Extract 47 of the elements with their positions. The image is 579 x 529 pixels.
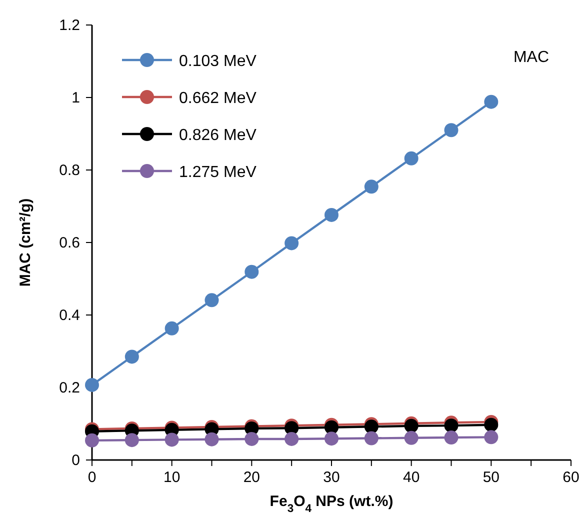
point: [404, 418, 418, 433]
y-axis-title: MAC (cm²/g): [17, 198, 34, 287]
point: [364, 431, 378, 446]
y-tick-label: 0.8: [59, 162, 80, 179]
point: [324, 208, 338, 222]
point: [364, 180, 378, 194]
annotation: MAC: [513, 49, 549, 66]
point: [124, 433, 139, 448]
point: [284, 236, 299, 250]
legend-label: 0.662 MeV: [179, 90, 257, 107]
point: [204, 432, 219, 446]
point: [85, 433, 99, 448]
point: [164, 321, 179, 336]
point: [124, 350, 139, 364]
point: [244, 264, 259, 279]
point: [324, 432, 338, 446]
x-tick-label: 40: [402, 469, 420, 486]
point: [484, 94, 498, 109]
x-tick-label: 30: [323, 469, 340, 486]
y-tick-label: 0: [72, 452, 80, 469]
legend-label: 0.826 MeV: [179, 127, 257, 144]
point: [244, 432, 259, 446]
x-tick-label: 0: [88, 469, 96, 486]
legend-label: 0.103 MeV: [179, 53, 257, 70]
x-tick-label: 50: [482, 469, 500, 486]
y-tick-label: 1.2: [59, 17, 80, 34]
point: [444, 418, 458, 433]
x-tick-label: 10: [163, 469, 180, 486]
point: [484, 418, 498, 432]
y-tick-label: 0.6: [59, 234, 80, 252]
point: [204, 293, 219, 308]
point: [444, 123, 458, 138]
y-tick-label: 0.4: [59, 307, 80, 324]
point: [444, 430, 458, 445]
y-tick-label: 1: [72, 90, 80, 106]
point: [484, 430, 498, 444]
point: [404, 430, 418, 445]
x-axis-title: Fe$_{3}$O$_{4}$ NPs (wt.%): [270, 493, 394, 515]
x-tick-label: 60: [562, 469, 579, 486]
point: [85, 378, 99, 392]
y-tick-label: 0.2: [59, 380, 80, 396]
x-tick-label: 20: [243, 469, 260, 486]
point: [164, 432, 179, 447]
point: [364, 420, 378, 434]
legend-label: 1.275 MeV: [179, 164, 257, 181]
point: [284, 432, 299, 446]
point: [404, 151, 418, 166]
